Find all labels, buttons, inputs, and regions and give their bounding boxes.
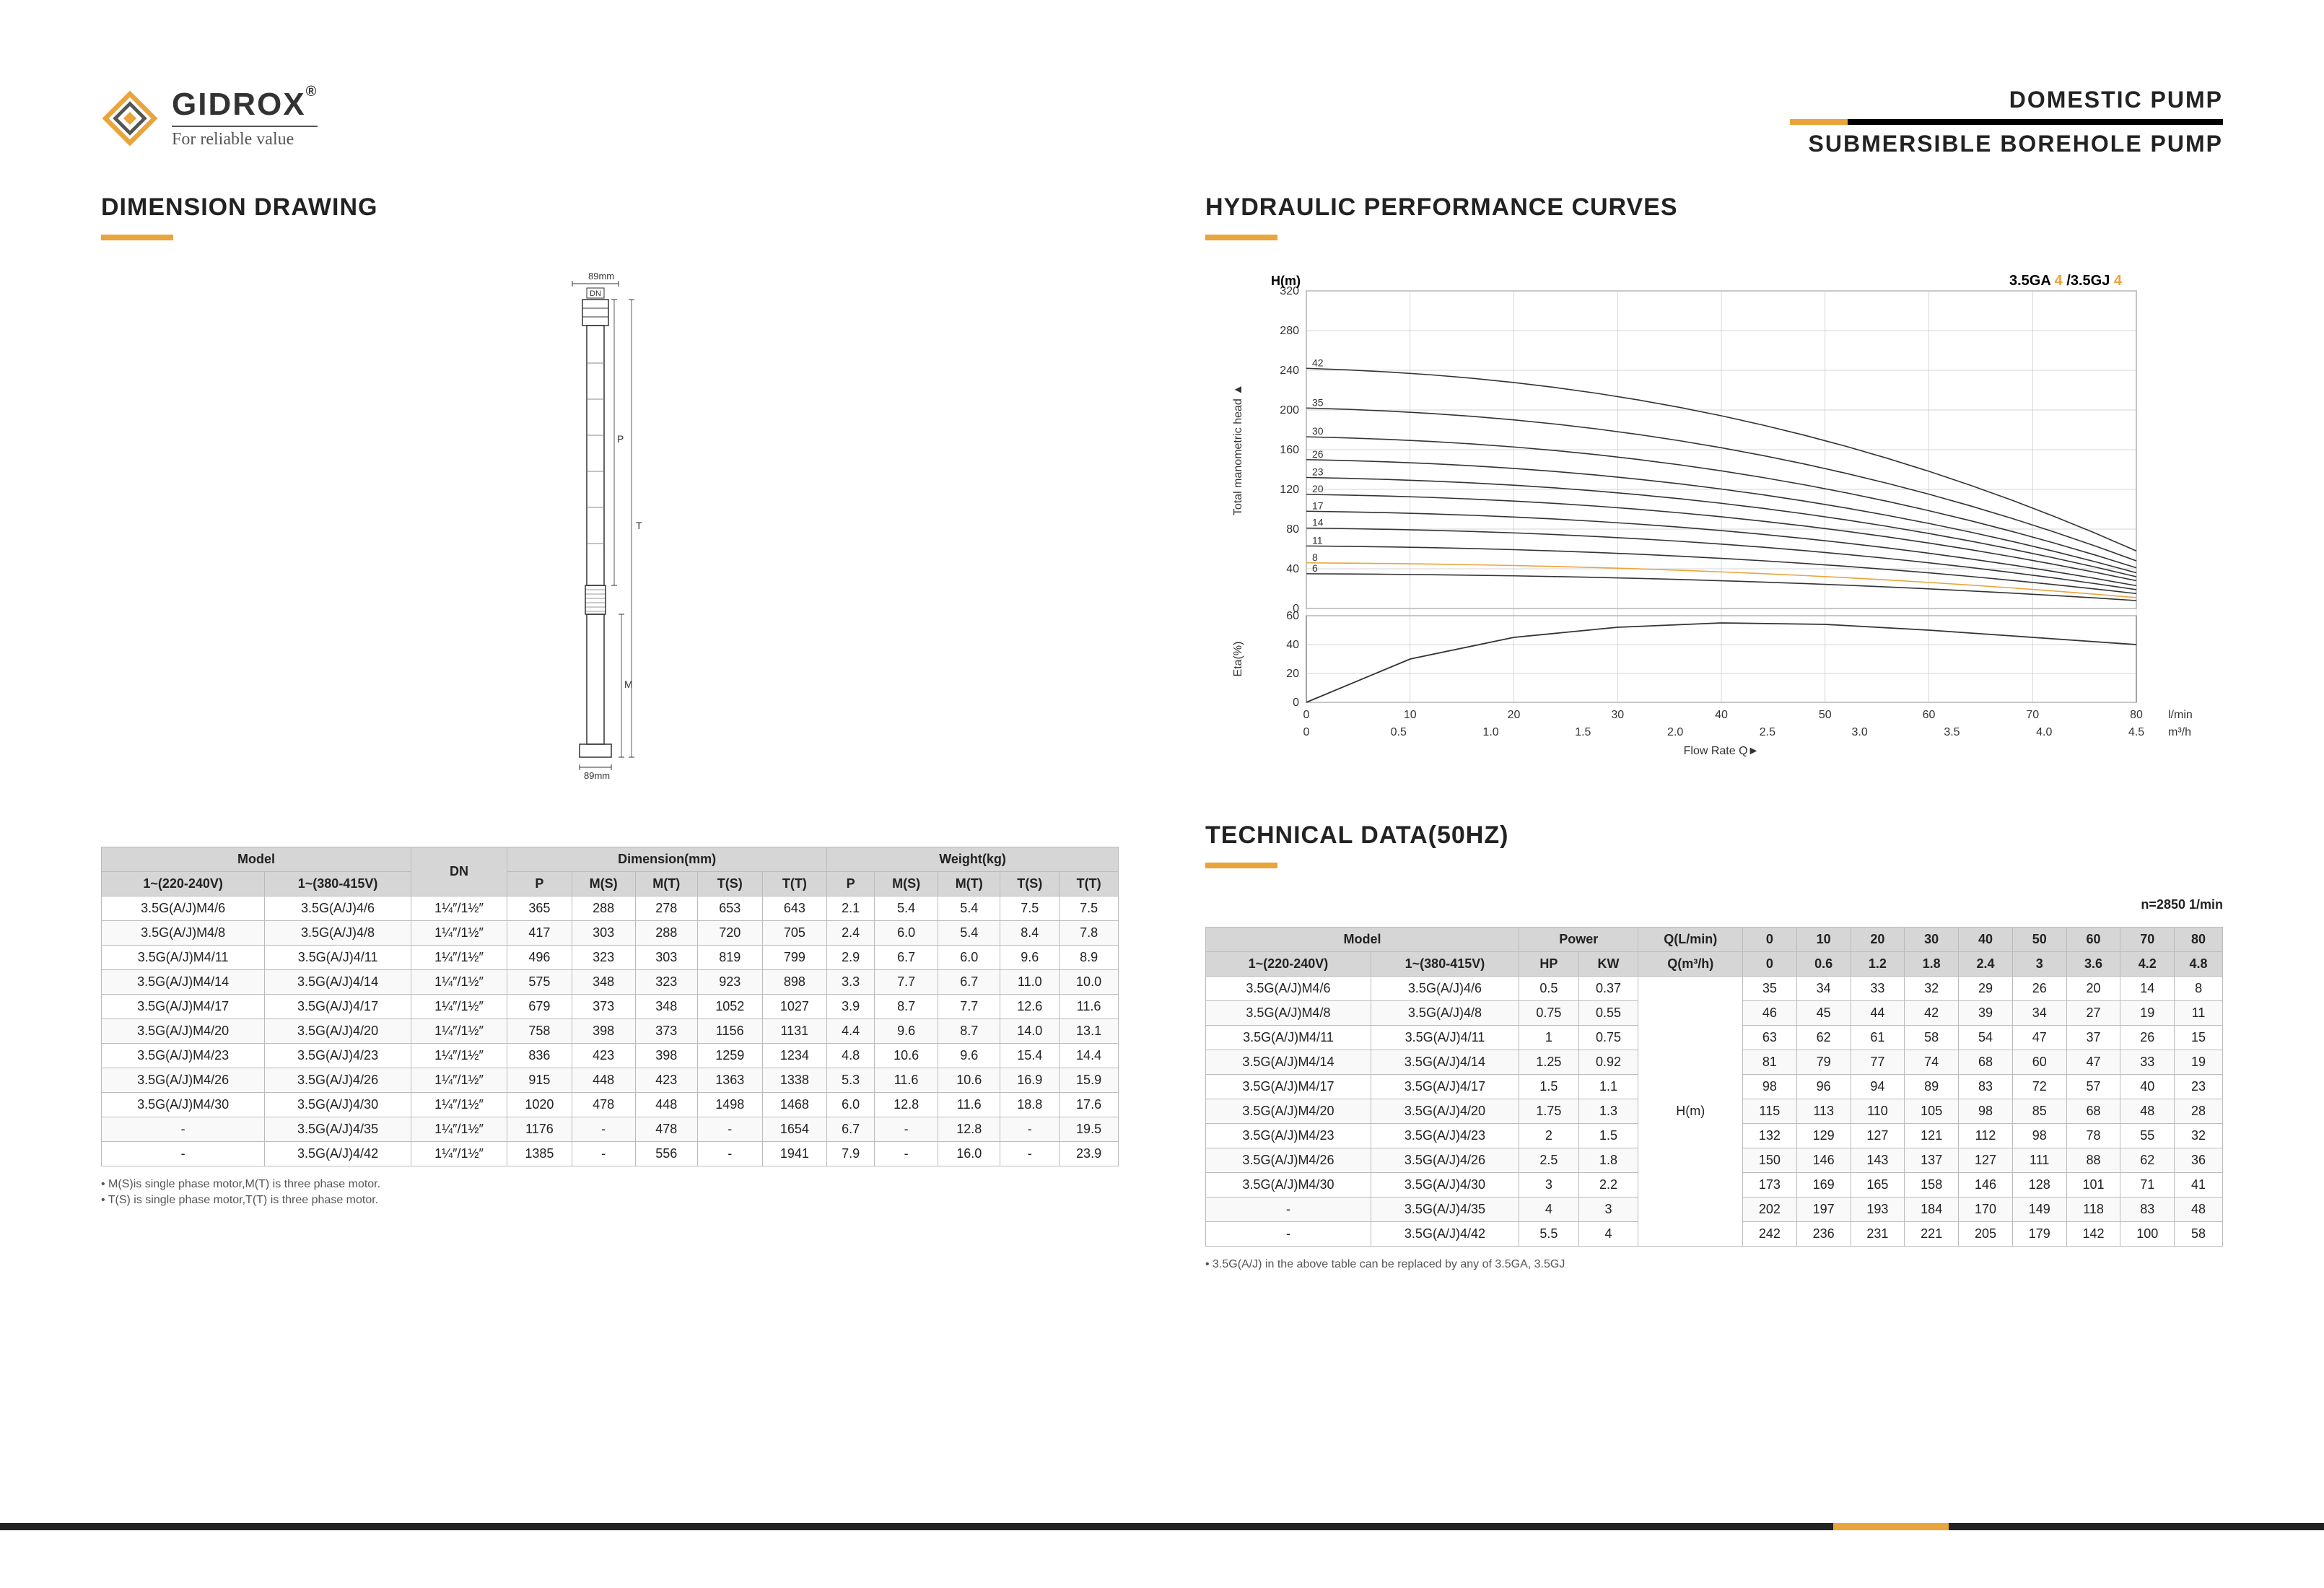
svg-text:89mm: 89mm (588, 271, 614, 282)
curves-title: HYDRAULIC PERFORMANCE CURVES (1205, 193, 2223, 222)
svg-text:26: 26 (1312, 448, 1324, 460)
right-column: HYDRAULIC PERFORMANCE CURVES 04080120160… (1205, 193, 2223, 1273)
svg-text:35: 35 (1312, 396, 1324, 408)
svg-text:1.0: 1.0 (1482, 726, 1498, 738)
svg-text:DN: DN (590, 289, 601, 298)
svg-text:T: T (636, 520, 642, 531)
title-accent-2 (1205, 235, 1277, 240)
svg-text:Flow Rate Q►: Flow Rate Q► (1684, 745, 1760, 757)
svg-text:280: 280 (1280, 325, 1299, 337)
svg-text:120: 120 (1280, 484, 1299, 496)
svg-text:50: 50 (1819, 709, 1832, 721)
dimension-drawing: 89mm DN (101, 269, 1119, 789)
svg-text:70: 70 (2026, 709, 2039, 721)
svg-text:60: 60 (1923, 709, 1936, 721)
svg-text:Total manometric head ▲: Total manometric head ▲ (1232, 384, 1244, 515)
svg-text:3.5GA 4 /3.5GJ 4: 3.5GA 4 /3.5GJ 4 (2009, 273, 2123, 289)
svg-text:4.0: 4.0 (2036, 726, 2052, 738)
svg-text:11: 11 (1312, 534, 1323, 546)
title-accent-3 (1205, 863, 1277, 868)
svg-text:4.5: 4.5 (2128, 726, 2144, 738)
svg-text:P: P (617, 433, 624, 445)
performance-chart: 040801201602002402803200204060H(m)Total … (1205, 269, 2223, 793)
dimension-title: DIMENSION DRAWING (101, 193, 1119, 222)
svg-text:6: 6 (1312, 562, 1318, 574)
svg-text:89mm: 89mm (584, 770, 610, 781)
tagline: For reliable value (172, 126, 318, 149)
svg-text:14: 14 (1312, 517, 1324, 528)
svg-text:17: 17 (1312, 499, 1324, 511)
logo-block: GIDROX® For reliable value (101, 87, 318, 149)
svg-text:30: 30 (1312, 425, 1324, 437)
svg-text:20: 20 (1312, 483, 1324, 494)
svg-text:Eta(%): Eta(%) (1232, 642, 1244, 677)
svg-text:80: 80 (2130, 709, 2143, 721)
left-column: DIMENSION DRAWING 89mm DN (101, 193, 1119, 1273)
bottom-bar (0, 1523, 2324, 1530)
brand-name: GIDROX® (172, 87, 318, 123)
svg-text:10: 10 (1404, 709, 1417, 721)
svg-text:42: 42 (1312, 357, 1324, 368)
svg-text:l/min: l/min (2168, 709, 2193, 721)
tech-footnote: • 3.5G(A/J) in the above table can be re… (1205, 1257, 2223, 1273)
svg-text:20: 20 (1508, 709, 1521, 721)
svg-text:0: 0 (1293, 697, 1299, 709)
svg-text:80: 80 (1286, 523, 1299, 536)
tech-title: TECHNICAL DATA(50HZ) (1205, 821, 2223, 850)
dimension-footnotes: • M(S)is single phase motor,M(T) is thre… (101, 1177, 1119, 1209)
svg-text:40: 40 (1715, 709, 1728, 721)
svg-text:2.0: 2.0 (1667, 726, 1683, 738)
svg-text:30: 30 (1611, 709, 1624, 721)
logo-text: GIDROX® For reliable value (172, 87, 318, 149)
svg-text:H(m): H(m) (1271, 274, 1301, 288)
svg-text:3.0: 3.0 (1852, 726, 1868, 738)
svg-text:8: 8 (1312, 551, 1318, 563)
svg-text:40: 40 (1286, 639, 1299, 651)
svg-text:m³/h: m³/h (2168, 726, 2191, 738)
header-title-1: DOMESTIC PUMP (1809, 87, 2223, 113)
svg-text:40: 40 (1286, 563, 1299, 575)
header-right: DOMESTIC PUMP SUBMERSIBLE BOREHOLE PUMP (1809, 87, 2223, 157)
technical-table: ModelPowerQ(L/min)010203040506070801~(22… (1205, 927, 2223, 1247)
header: GIDROX® For reliable value DOMESTIC PUMP… (101, 87, 2223, 157)
svg-text:1.5: 1.5 (1575, 726, 1591, 738)
svg-text:0: 0 (1303, 709, 1310, 721)
svg-text:160: 160 (1280, 444, 1299, 456)
dimension-table: ModelDNDimension(mm)Weight(kg)1~(220-240… (101, 847, 1119, 1166)
svg-text:3.5: 3.5 (1944, 726, 1960, 738)
svg-text:60: 60 (1286, 610, 1299, 622)
svg-text:0: 0 (1303, 726, 1310, 738)
logo-icon (101, 90, 159, 147)
svg-text:23: 23 (1312, 466, 1324, 478)
page: GIDROX® For reliable value DOMESTIC PUMP… (0, 0, 2324, 1588)
svg-text:200: 200 (1280, 404, 1299, 416)
rpm-note: n=2850 1/min (1205, 897, 2223, 912)
svg-text:2.5: 2.5 (1760, 726, 1775, 738)
svg-text:0.5: 0.5 (1391, 726, 1407, 738)
title-accent (101, 235, 173, 240)
svg-text:240: 240 (1280, 365, 1299, 377)
header-bar (1848, 119, 2223, 125)
svg-text:M: M (624, 679, 633, 690)
header-title-2: SUBMERSIBLE BOREHOLE PUMP (1809, 131, 2223, 157)
content: DIMENSION DRAWING 89mm DN (101, 193, 2223, 1273)
svg-text:20: 20 (1286, 668, 1299, 680)
